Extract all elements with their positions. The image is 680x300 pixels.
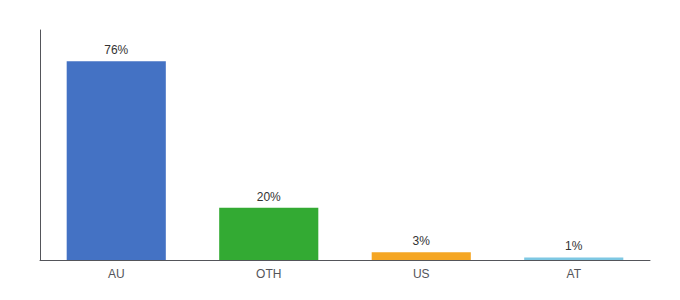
svg-text:76%: 76% [104,43,128,57]
svg-text:AT: AT [567,267,582,281]
svg-text:3%: 3% [413,234,431,248]
svg-text:OTH: OTH [256,267,281,281]
svg-text:1%: 1% [565,239,583,253]
svg-text:US: US [413,267,430,281]
svg-text:AU: AU [108,267,125,281]
svg-text:20%: 20% [257,190,281,204]
